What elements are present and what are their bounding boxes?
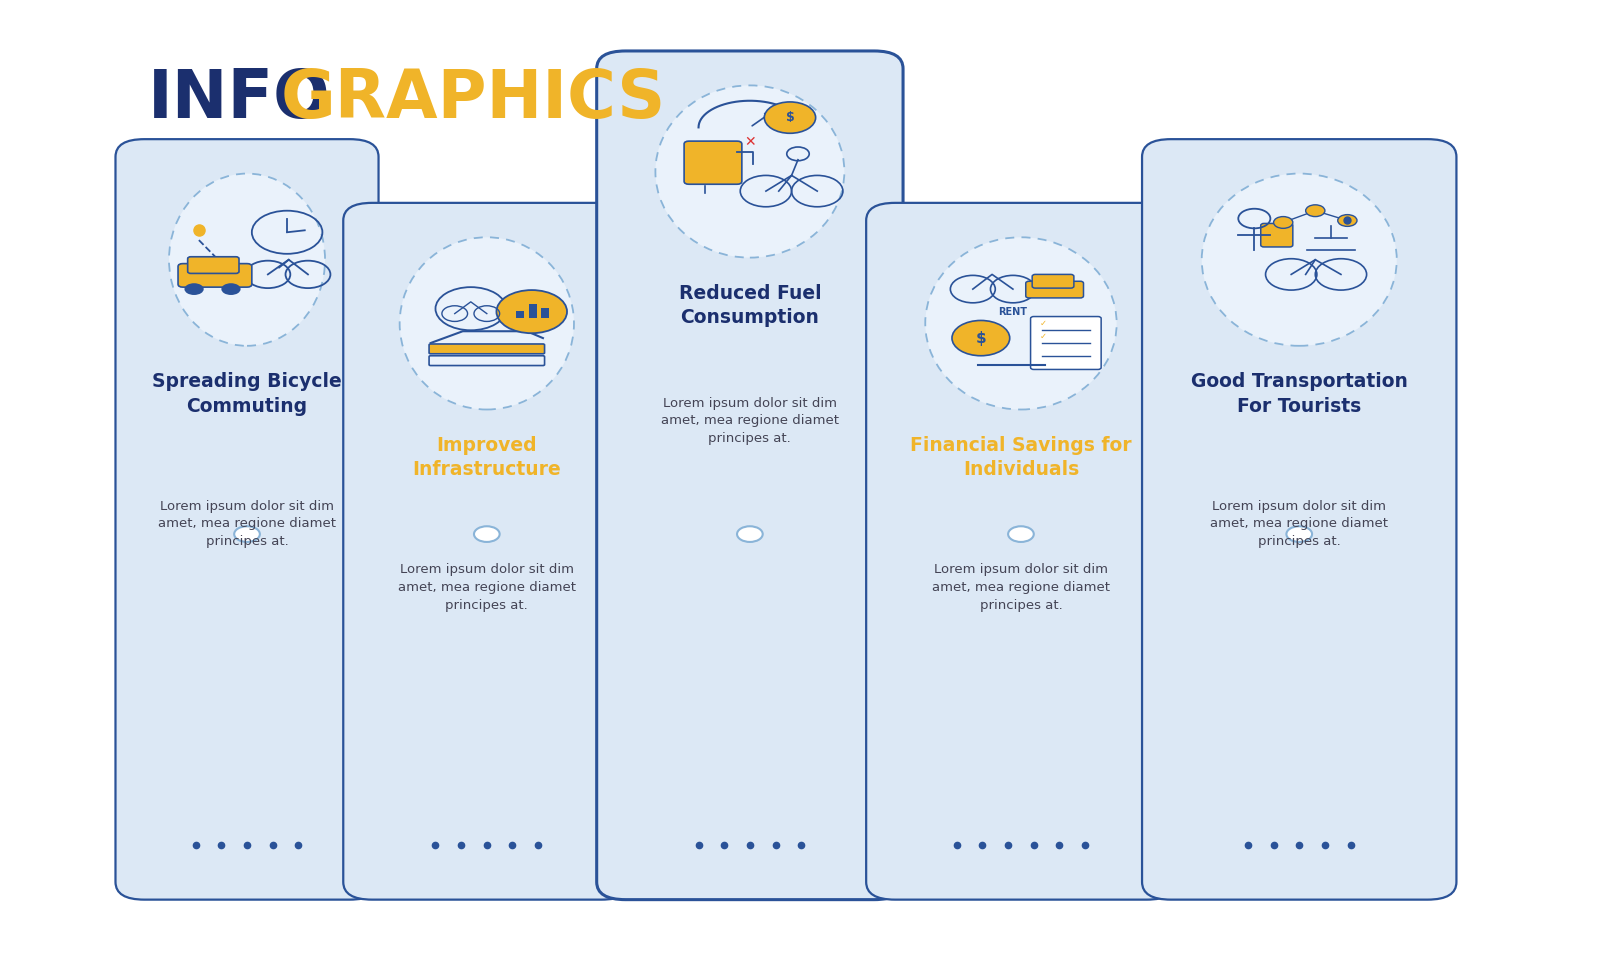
Ellipse shape <box>1201 173 1397 346</box>
Circle shape <box>1286 526 1312 542</box>
Circle shape <box>1306 205 1325 217</box>
Text: Good Transportation
For Tourists: Good Transportation For Tourists <box>1190 372 1408 416</box>
Circle shape <box>953 320 1011 356</box>
Text: Improved
Infrastructure: Improved Infrastructure <box>412 436 561 479</box>
FancyBboxPatch shape <box>428 344 544 354</box>
Circle shape <box>234 526 260 542</box>
FancyBboxPatch shape <box>1142 139 1456 900</box>
Circle shape <box>184 283 204 295</box>
Ellipse shape <box>168 173 326 346</box>
Text: Lorem ipsum dolor sit dim
amet, mea regione diamet
principes at.: Lorem ipsum dolor sit dim amet, mea regi… <box>1211 500 1387 548</box>
Ellipse shape <box>656 85 844 258</box>
FancyBboxPatch shape <box>529 304 536 318</box>
FancyBboxPatch shape <box>115 139 379 900</box>
Text: ✕: ✕ <box>744 135 755 149</box>
Text: ✓: ✓ <box>1041 319 1047 328</box>
Circle shape <box>1338 215 1357 226</box>
Text: Lorem ipsum dolor sit dim
amet, mea regione diamet
principes at.: Lorem ipsum dolor sit dim amet, mea regi… <box>661 397 839 445</box>
Circle shape <box>221 283 241 295</box>
Circle shape <box>475 526 499 542</box>
FancyBboxPatch shape <box>597 51 903 900</box>
FancyBboxPatch shape <box>542 308 549 319</box>
Text: Financial Savings for
Individuals: Financial Savings for Individuals <box>909 436 1132 479</box>
FancyBboxPatch shape <box>343 203 630 900</box>
FancyBboxPatch shape <box>1031 317 1102 369</box>
FancyBboxPatch shape <box>685 141 741 184</box>
Text: Lorem ipsum dolor sit dim
amet, mea regione diamet
principes at.: Lorem ipsum dolor sit dim amet, mea regi… <box>159 500 335 548</box>
Text: Spreading Bicycle
Commuting: Spreading Bicycle Commuting <box>152 372 342 416</box>
Text: ✓: ✓ <box>1041 332 1047 341</box>
FancyBboxPatch shape <box>188 257 239 273</box>
FancyBboxPatch shape <box>1033 274 1075 288</box>
Ellipse shape <box>399 237 574 410</box>
Circle shape <box>738 526 764 542</box>
Text: Lorem ipsum dolor sit dim
amet, mea regione diamet
principes at.: Lorem ipsum dolor sit dim amet, mea regi… <box>932 564 1110 612</box>
FancyBboxPatch shape <box>1261 223 1293 247</box>
FancyBboxPatch shape <box>516 311 523 319</box>
Text: GRAPHICS: GRAPHICS <box>281 67 666 132</box>
Text: Lorem ipsum dolor sit dim
amet, mea regione diamet
principes at.: Lorem ipsum dolor sit dim amet, mea regi… <box>398 564 576 612</box>
FancyBboxPatch shape <box>866 203 1176 900</box>
Ellipse shape <box>926 237 1116 410</box>
FancyBboxPatch shape <box>178 264 252 287</box>
Circle shape <box>1274 217 1293 228</box>
Circle shape <box>497 290 568 333</box>
Text: $: $ <box>975 330 986 346</box>
Text: $: $ <box>786 111 794 124</box>
Circle shape <box>1009 526 1035 542</box>
FancyBboxPatch shape <box>1027 281 1084 298</box>
Text: Reduced Fuel
Consumption: Reduced Fuel Consumption <box>678 284 821 327</box>
Text: RENT: RENT <box>998 307 1028 317</box>
Circle shape <box>765 102 815 133</box>
Text: INFO: INFO <box>148 67 330 132</box>
